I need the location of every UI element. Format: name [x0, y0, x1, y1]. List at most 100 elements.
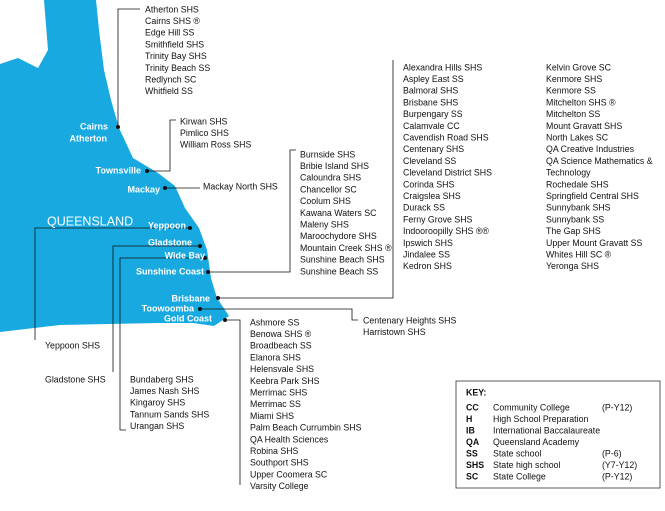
key-code: QA — [466, 437, 480, 447]
school-name: Southport SHS — [250, 458, 309, 468]
school-name: Sunshine Beach SS — [300, 266, 378, 276]
region-label: Sunshine Coast — [136, 266, 204, 276]
school-name: Ferny Grove SHS — [403, 214, 473, 224]
region-label: Yeppoon — [148, 220, 186, 230]
school-name: Technology — [546, 168, 591, 178]
school-name: Smithfield SHS — [145, 39, 204, 49]
region-label: Brisbane — [171, 293, 210, 303]
school-name: Gladstone SHS — [45, 374, 106, 384]
school-name: Kelvin Grove SC — [546, 62, 612, 72]
key-code: SHS — [466, 460, 484, 470]
school-name: Calamvale CC — [403, 121, 460, 131]
school-name: Ashmore SS — [250, 317, 300, 327]
key-name: Community College — [493, 402, 570, 412]
key-years: (P-Y12) — [602, 402, 632, 412]
school-name: Pimlico SHS — [180, 128, 229, 138]
school-name: Alexandra Hills SHS — [403, 62, 482, 72]
key-code: H — [466, 414, 472, 424]
school-name: Miami SHS — [250, 411, 294, 421]
school-name: The Gap SHS — [546, 226, 601, 236]
school-name: QA Science Mathematics & — [546, 156, 653, 166]
school-name: Chancellor SC — [300, 184, 357, 194]
school-name: Urangan SHS — [130, 421, 184, 431]
school-name: Broadbeach SS — [250, 341, 312, 351]
region-label: QUEENSLAND — [47, 214, 133, 228]
school-name: Cleveland District SHS — [403, 168, 492, 178]
school-name: Bribie Island SHS — [300, 161, 369, 171]
school-name: Mitchelton SHS ® — [546, 97, 616, 107]
school-name: Kedron SHS — [403, 261, 452, 271]
school-name: Sunnybank SS — [546, 214, 604, 224]
school-name: Kingaroy SHS — [130, 398, 185, 408]
school-name: Cleveland SS — [403, 156, 456, 166]
key-years: (P-Y12) — [602, 471, 632, 481]
school-name: Edge Hill SS — [145, 28, 195, 38]
school-name: Centenary Heights SHS — [363, 315, 457, 325]
key-years: (Y7-Y12) — [602, 460, 637, 470]
school-name: Burnside SHS — [300, 149, 355, 159]
school-name: North Lakes SC — [546, 133, 609, 143]
school-name: Sunnybank SHS — [546, 203, 611, 213]
school-name: Craigslea SHS — [403, 191, 461, 201]
connectors — [34, 8, 394, 485]
school-name: Caloundra SHS — [300, 173, 361, 183]
school-name: Yeppoon SHS — [45, 340, 100, 350]
school-name: Palm Beach Currumbin SHS — [250, 423, 362, 433]
school-name: Redlynch SC — [145, 75, 197, 85]
school-name: Aspley East SS — [403, 74, 464, 84]
school-name: Cavendish Road SHS — [403, 133, 489, 143]
school-name: Mount Gravatt SHS — [546, 121, 622, 131]
school-name: QA Health Sciences — [250, 434, 329, 444]
school-name: Rochedale SHS — [546, 179, 609, 189]
school-name: William Ross SHS — [180, 140, 251, 150]
school-name: Merrimac SS — [250, 399, 301, 409]
key-box — [455, 380, 661, 489]
school-name: Trinity Bay SHS — [145, 51, 207, 61]
key-name: High School Preparation — [493, 414, 588, 424]
key-years: (P-6) — [602, 448, 622, 458]
school-name: Upper Mount Gravatt SS — [546, 238, 642, 248]
school-name: Ipswich SHS — [403, 238, 453, 248]
school-name: Indooroopilly SHS ®® — [403, 226, 489, 236]
school-name: Robina SHS — [250, 446, 299, 456]
region-label: Atherton — [70, 133, 108, 143]
school-name: Whites Hill SC ® — [546, 250, 612, 260]
key-title: KEY: — [466, 387, 486, 397]
school-name: Benowa SHS ® — [250, 329, 312, 339]
key-code: IB — [466, 425, 475, 435]
school-name: Helensvale SHS — [250, 364, 314, 374]
school-name: Brisbane SHS — [403, 97, 458, 107]
school-name: Centenary SHS — [403, 144, 464, 154]
school-name: Tannum Sands SHS — [130, 409, 209, 419]
school-name: Jindalee SS — [403, 250, 450, 260]
school-name: James Nash SHS — [130, 386, 200, 396]
school-name: Harristown SHS — [363, 327, 426, 337]
school-name: Corinda SHS — [403, 179, 454, 189]
school-name: Cairns SHS ® — [145, 16, 200, 26]
region-label: Townsville — [96, 165, 141, 175]
school-name: Varsity College — [250, 481, 309, 491]
school-name: Merrimac SHS — [250, 388, 307, 398]
school-name: Durack SS — [403, 203, 445, 213]
school-name: Balmoral SHS — [403, 86, 458, 96]
key-name: State College — [493, 471, 546, 481]
key-code: CC — [466, 402, 479, 412]
region-label: Wide Bay — [165, 250, 205, 260]
school-name: Kawana Waters SC — [300, 208, 377, 218]
school-name: Trinity Beach SS — [145, 63, 210, 73]
school-name: Sunshine Beach SHS — [300, 255, 385, 265]
key-name: State high school — [493, 460, 561, 470]
school-name: Burpengary SS — [403, 109, 463, 119]
school-name: Springfield Central SHS — [546, 191, 639, 201]
region-label: Mackay — [127, 184, 160, 194]
key-name: Queensland Academy — [493, 437, 580, 447]
school-name: Mackay North SHS — [203, 181, 278, 191]
school-name: Kirwan SHS — [180, 116, 228, 126]
school-name: Maleny SHS — [300, 220, 349, 230]
school-name: Upper Coomera SC — [250, 469, 328, 479]
school-name: Keebra Park SHS — [250, 376, 320, 386]
school-name: QA Creative Industries — [546, 144, 635, 154]
school-name: Mountain Creek SHS ® — [300, 243, 392, 253]
school-name: Mitchelton SS — [546, 109, 600, 119]
